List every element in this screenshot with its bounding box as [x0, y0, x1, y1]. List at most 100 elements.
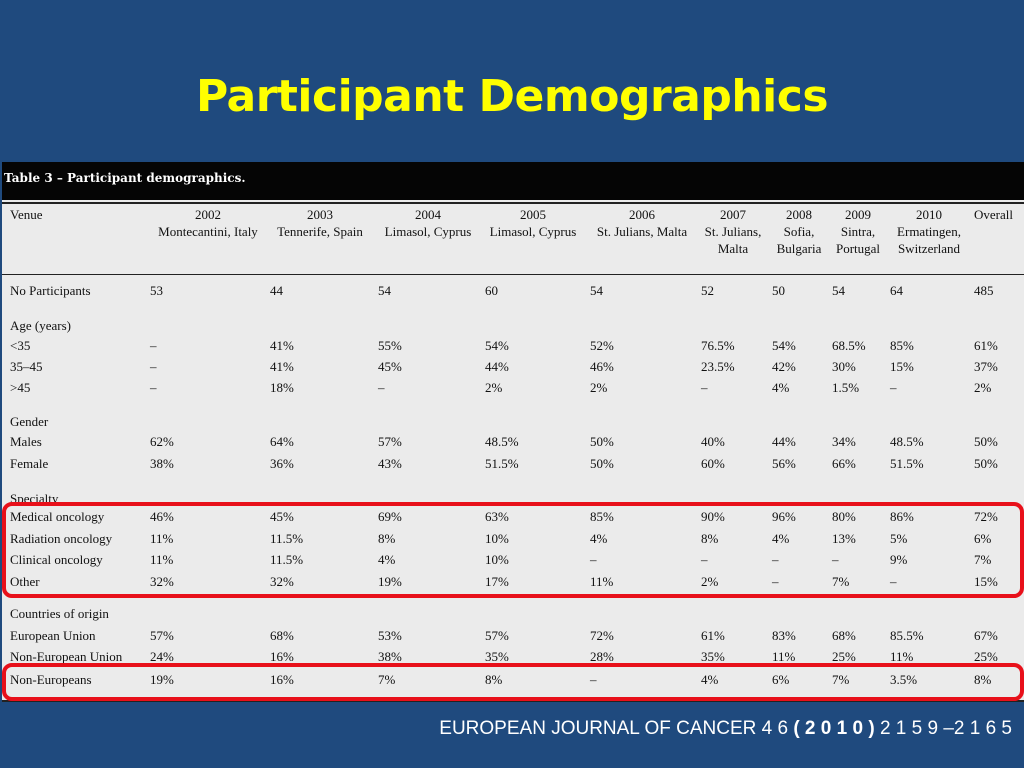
table-cell: – — [832, 552, 839, 567]
table-cell: 80% — [832, 509, 856, 524]
table-header-place2 — [974, 240, 1013, 257]
table-header-place — [10, 223, 43, 240]
table-header-year: 2002 — [195, 207, 221, 222]
table-cell: 7% — [974, 552, 992, 567]
table-cell: 32% — [270, 574, 294, 589]
table-cell: 28% — [590, 649, 614, 664]
table-cell: 48.5% — [485, 434, 519, 449]
table-header-year: 2010 — [916, 207, 942, 222]
table-cell: 35% — [701, 649, 725, 664]
table-cell: – — [701, 380, 708, 395]
table-header-place2 — [148, 240, 268, 257]
row-label: <35 — [10, 338, 31, 353]
table-cell: 8% — [378, 531, 396, 546]
row-label: Other — [10, 574, 40, 589]
table-cell: 48.5% — [890, 434, 924, 449]
table-cell: 7% — [832, 672, 850, 687]
table-cell: 85% — [890, 338, 914, 353]
table-cell: 72% — [974, 509, 998, 524]
table-cell: – — [590, 552, 597, 567]
table-header-year: 2008 — [786, 207, 812, 222]
table-cell: – — [150, 359, 157, 374]
table-cell: – — [772, 552, 779, 567]
table-header-place: St. Julians, Malta — [596, 224, 688, 239]
table-cell: 44 — [270, 283, 283, 298]
table-header-year: 2007 — [720, 207, 746, 222]
demographics-table-image: Table 3 – Participant demographics. Venu… — [2, 162, 1024, 702]
table-cell: 56% — [772, 456, 796, 471]
section-age: Age (years) — [10, 318, 71, 333]
table-header-place2 — [473, 240, 593, 257]
specialty-highlight-box — [2, 502, 1024, 598]
table-cell: 62% — [150, 434, 174, 449]
table-header-col-2: 2003 Tennerife, Spain — [260, 206, 380, 257]
table-cell: 4% — [772, 380, 790, 395]
table-cell: 11% — [890, 649, 914, 664]
table-header-place: Limasol, Cyprus — [489, 224, 577, 239]
table-cell: 54 — [590, 283, 603, 298]
table-cell: 3.5% — [890, 672, 918, 687]
table-cell: 66% — [832, 456, 856, 471]
table-cell: 50 — [772, 283, 785, 298]
table-cell: 96% — [772, 509, 796, 524]
table-header-year: 2009 — [845, 207, 871, 222]
table-header-place2: Bulgaria — [776, 241, 822, 256]
table-cell: 4% — [590, 531, 608, 546]
table-cell: 18% — [270, 380, 294, 395]
table-cell: 60 — [485, 283, 498, 298]
table-cell: 8% — [701, 531, 719, 546]
table-cell: 34% — [832, 434, 856, 449]
table-cell: 16% — [270, 649, 294, 664]
table-cell: 85.5% — [890, 628, 924, 643]
table-caption-bar: Table 3 – Participant demographics. — [2, 162, 1024, 200]
table-cell: 8% — [485, 672, 503, 687]
table-cell: 44% — [485, 359, 509, 374]
table-cell: – — [890, 574, 897, 589]
table-header-col-10: Overall — [974, 206, 1013, 257]
table-cell: 10% — [485, 531, 509, 546]
table-header-place: Sintra, — [840, 224, 876, 239]
table-cell: 52 — [701, 283, 714, 298]
table-cell: – — [772, 574, 779, 589]
table-header-place: Ermatingen, — [897, 224, 961, 239]
table-cell: 61% — [974, 338, 998, 353]
table-cell: 51.5% — [890, 456, 924, 471]
table-cell: 11.5% — [270, 531, 304, 546]
table-header-place: Montecantini, Italy — [158, 224, 258, 239]
table-cell: 15% — [974, 574, 998, 589]
table-header-col-1: 2002 Montecantini, Italy — [148, 206, 268, 257]
table-cell: 7% — [378, 672, 396, 687]
table-header-col-6: 2007 St. Julians, Malta — [673, 206, 793, 257]
table-cell: 63% — [485, 509, 509, 524]
table-cell: 37% — [974, 359, 998, 374]
table-cell: 41% — [270, 359, 294, 374]
table-cell: 52% — [590, 338, 614, 353]
table-cell: 10% — [485, 552, 509, 567]
table-cell: 43% — [378, 456, 402, 471]
table-cell: 86% — [890, 509, 914, 524]
row-label: Clinical oncology — [10, 552, 103, 567]
table-cell: 64 — [890, 283, 903, 298]
citation-footer: EUROPEAN JOURNAL OF CANCER 4 6 ( 2 0 1 0… — [439, 718, 1012, 740]
table-cell: 36% — [270, 456, 294, 471]
table-header-col-0: Venue — [10, 206, 43, 257]
table-header-place2 — [368, 240, 488, 257]
table-header-col-8: 2009 Sintra, Portugal — [798, 206, 918, 257]
table-cell: 50% — [974, 456, 998, 471]
table-cell: 35% — [485, 649, 509, 664]
table-cell: 11% — [150, 531, 174, 546]
table-cell: – — [150, 338, 157, 353]
table-cell: 15% — [890, 359, 914, 374]
citation-journal: EUROPEAN JOURNAL OF CANCER 4 6 — [439, 718, 789, 739]
table-cell: 54% — [772, 338, 796, 353]
page-title: Participant Demographics — [195, 71, 829, 122]
table-cell: 2% — [485, 380, 503, 395]
table-cell: 2% — [974, 380, 992, 395]
table-cell: 68.5% — [832, 338, 866, 353]
row-label: Non-Europeans — [10, 672, 92, 687]
table-header-place2: Portugal — [835, 241, 881, 256]
table-header-year: 2006 — [629, 207, 655, 222]
table-cell: 42% — [772, 359, 796, 374]
table-cell: 41% — [270, 338, 294, 353]
table-header-year: 2005 — [520, 207, 546, 222]
